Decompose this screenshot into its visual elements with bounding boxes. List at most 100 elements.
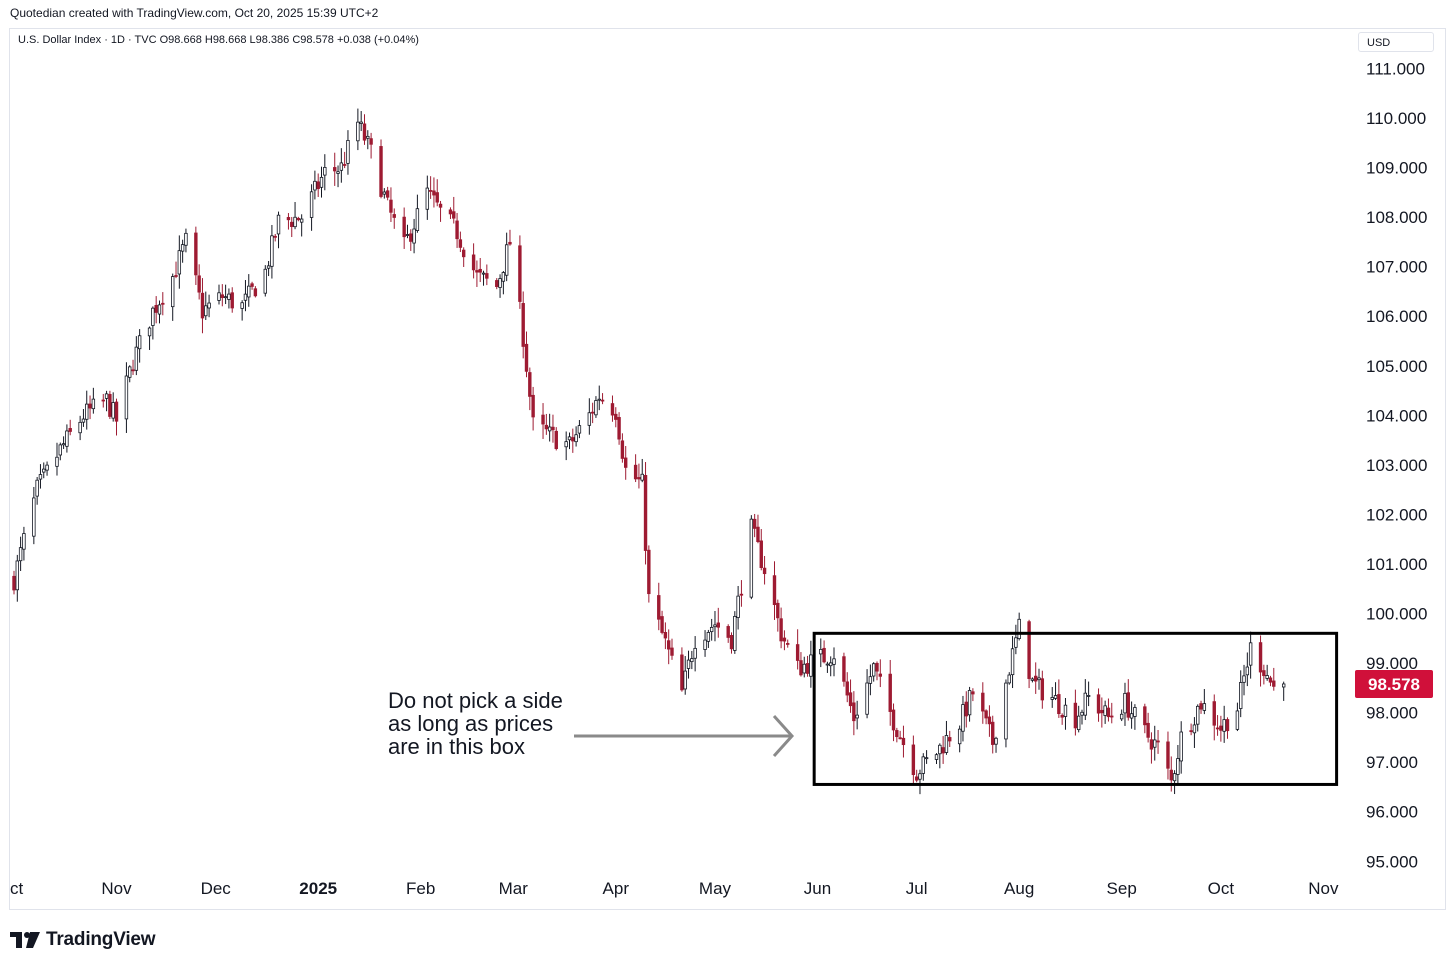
candle-body bbox=[868, 676, 873, 684]
candle-body bbox=[829, 662, 833, 667]
candle-body bbox=[68, 428, 72, 432]
time-tick-label: 2025 bbox=[299, 879, 337, 898]
candle-body bbox=[610, 403, 615, 416]
candle-body bbox=[1083, 692, 1088, 716]
candle-body bbox=[1143, 706, 1147, 726]
candle-body bbox=[736, 595, 740, 618]
candle-body bbox=[852, 702, 856, 722]
candle-body bbox=[1119, 713, 1124, 720]
candle-body bbox=[1179, 731, 1183, 762]
candle-body bbox=[825, 663, 830, 666]
candle-body bbox=[709, 627, 714, 633]
candle-body bbox=[1196, 705, 1200, 725]
candle-body bbox=[266, 265, 271, 269]
candle-body bbox=[888, 673, 892, 712]
candle-body bbox=[1169, 769, 1173, 781]
candle-body bbox=[944, 735, 949, 753]
candle-body bbox=[382, 191, 387, 195]
candle-body bbox=[683, 670, 687, 690]
annotation-text-line: Do not pick a side bbox=[388, 688, 563, 713]
candle-body bbox=[1268, 677, 1273, 683]
candle-body bbox=[243, 293, 248, 301]
time-tick-label: Apr bbox=[603, 879, 630, 898]
price-axis: 111.000 110.000 109.000 108.000 107.000 106.0… bbox=[1366, 59, 1427, 871]
tradingview-logo[interactable]: TradingView bbox=[10, 928, 156, 952]
candle-body bbox=[921, 756, 925, 774]
candle-body bbox=[32, 497, 36, 537]
candle-body bbox=[564, 441, 568, 448]
candle-body bbox=[481, 272, 486, 275]
candle-body bbox=[161, 302, 165, 305]
candle-body bbox=[521, 303, 525, 347]
candle-body bbox=[805, 663, 810, 674]
candle-body bbox=[45, 464, 49, 471]
candle-body bbox=[1017, 618, 1021, 639]
candle-body bbox=[809, 654, 813, 677]
candle-body bbox=[1176, 758, 1180, 775]
candle-body bbox=[240, 302, 244, 309]
candle-body bbox=[620, 440, 625, 459]
candle-body bbox=[1080, 711, 1084, 716]
candle-body bbox=[918, 773, 922, 780]
currency-selector[interactable]: USD bbox=[1358, 32, 1434, 52]
last-price-label: 98.578 bbox=[1368, 675, 1420, 694]
candle-body bbox=[478, 268, 482, 273]
candle-body bbox=[12, 575, 16, 591]
candle-body bbox=[898, 737, 902, 740]
candle-body bbox=[207, 302, 211, 309]
candle-body bbox=[865, 682, 869, 715]
candle-body bbox=[319, 176, 324, 188]
candle-body bbox=[455, 220, 459, 240]
time-tick-label: Aug bbox=[1004, 879, 1034, 898]
candle-body bbox=[1192, 724, 1197, 734]
candle-body bbox=[359, 121, 363, 124]
candle-body bbox=[964, 701, 968, 717]
candle-body bbox=[250, 283, 254, 287]
candle-body bbox=[1245, 666, 1250, 676]
candle-body bbox=[571, 437, 575, 442]
candle-body bbox=[339, 162, 344, 171]
candle-body bbox=[594, 400, 598, 416]
candle-body bbox=[323, 166, 327, 176]
candle-body bbox=[299, 218, 304, 223]
price-tick-label: 100.000 bbox=[1366, 605, 1427, 624]
candle-body bbox=[405, 234, 410, 236]
candle-body bbox=[624, 457, 628, 468]
candle-body bbox=[994, 737, 998, 745]
candle-body bbox=[1060, 714, 1064, 718]
symbol-legend[interactable]: U.S. Dollar Index · 1D · TVC O98.668 H98… bbox=[18, 34, 419, 46]
candle-body bbox=[296, 217, 301, 221]
candle-body bbox=[574, 434, 578, 443]
candle-body bbox=[948, 737, 952, 742]
candle-body bbox=[1212, 701, 1216, 726]
candle-body bbox=[495, 280, 499, 287]
candle-body bbox=[362, 123, 367, 141]
candle-body bbox=[1096, 694, 1101, 714]
candle-body bbox=[776, 602, 780, 619]
candle-body bbox=[220, 294, 225, 298]
candle-body bbox=[253, 288, 258, 297]
candle-body bbox=[1040, 678, 1045, 701]
candle-body bbox=[680, 654, 684, 691]
candle-body bbox=[590, 411, 595, 414]
candle-body bbox=[938, 744, 942, 755]
candle-body bbox=[1248, 642, 1253, 666]
candle-body bbox=[197, 275, 201, 293]
candle-body bbox=[273, 235, 277, 238]
candle-body bbox=[88, 403, 92, 409]
candle-body bbox=[713, 624, 717, 628]
candle-body bbox=[1225, 719, 1230, 732]
candle-body bbox=[65, 430, 69, 447]
candle-body bbox=[508, 241, 512, 245]
annotation-arrow-head bbox=[772, 714, 795, 758]
candle-body bbox=[1030, 678, 1035, 681]
candle-body bbox=[346, 140, 350, 164]
candle-body bbox=[1219, 725, 1223, 731]
candle-body bbox=[1202, 703, 1207, 711]
candle-body bbox=[752, 518, 757, 529]
candle-body bbox=[895, 730, 899, 738]
candle-body bbox=[967, 690, 972, 716]
candle-body bbox=[544, 424, 549, 430]
candle-body bbox=[409, 233, 413, 242]
